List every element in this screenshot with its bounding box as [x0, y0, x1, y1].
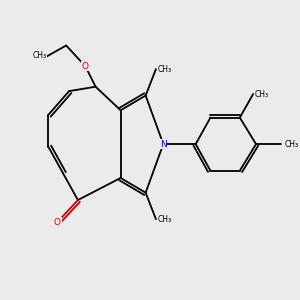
Text: O: O	[82, 61, 89, 70]
Text: N: N	[160, 140, 167, 148]
Text: CH₃: CH₃	[255, 90, 269, 99]
Text: CH₃: CH₃	[284, 140, 298, 148]
Text: CH₃: CH₃	[33, 51, 47, 60]
Text: O: O	[54, 218, 61, 226]
Text: CH₃: CH₃	[158, 215, 172, 224]
Text: CH₃: CH₃	[158, 64, 172, 74]
